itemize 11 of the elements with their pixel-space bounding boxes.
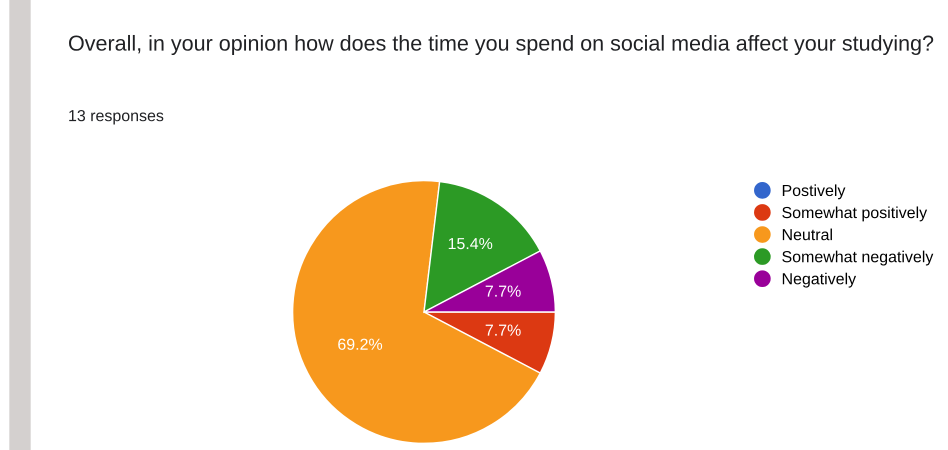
legend-label: Postively	[782, 184, 846, 200]
legend-label: Negatively	[782, 272, 856, 288]
legend-label: Somewhat negatively	[782, 250, 934, 266]
data-label: 7.7%	[486, 286, 521, 297]
legend-label: Neutral	[782, 228, 832, 240]
data-label: 7.7%	[486, 324, 521, 336]
data-label: 15.4%	[448, 238, 492, 250]
text: 13 responses	[69, 110, 164, 124]
data-label: 69.2%	[338, 338, 382, 350]
legend-label: Somewhat positively	[782, 206, 928, 222]
chart-title: Overall, in your opinion how does the time you spend on social media affect your studying?	[69, 34, 934, 56]
